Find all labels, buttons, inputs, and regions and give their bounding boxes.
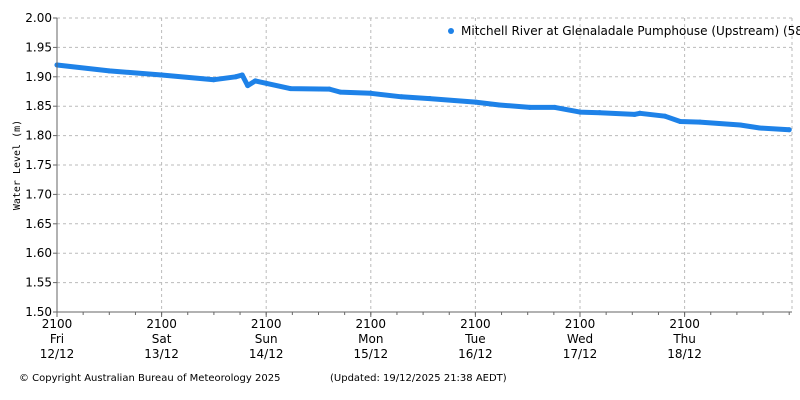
x-tick-label: 2100 (356, 317, 387, 331)
data-point (527, 104, 533, 110)
x-tick-label: Thu (672, 332, 696, 346)
y-tick-label: 1.90 (25, 70, 52, 84)
data-point (786, 127, 792, 133)
data-point (757, 125, 763, 131)
x-tick-label: 18/12 (667, 347, 702, 361)
data-point (472, 99, 478, 105)
x-tick-label: 12/12 (40, 347, 75, 361)
x-tick-label: 17/12 (563, 347, 598, 361)
data-point (287, 86, 293, 92)
y-tick-label: 1.55 (25, 276, 52, 290)
y-tick-label: 1.70 (25, 187, 52, 201)
x-tick-label: 2100 (460, 317, 491, 331)
data-point (697, 119, 703, 125)
data-point (677, 118, 683, 124)
data-point (239, 72, 245, 78)
x-tick-label: 2100 (565, 317, 596, 331)
copyright-text: © Copyright Australian Bureau of Meteoro… (19, 373, 281, 384)
data-point (577, 109, 583, 115)
data-point (398, 94, 404, 100)
series-mitchell-river (54, 62, 792, 133)
updated-text: (Updated: 19/12/2025 21:38 AEDT) (330, 373, 507, 384)
x-tick-label: Sat (152, 332, 172, 346)
x-tick-label: 13/12 (144, 347, 179, 361)
legend-marker (448, 28, 454, 34)
data-point (252, 78, 258, 84)
legend-label: Mitchell River at Glenaladale Pumphouse … (461, 24, 800, 38)
data-point (326, 86, 332, 92)
legend: Mitchell River at Glenaladale Pumphouse … (448, 24, 800, 38)
data-point (368, 90, 374, 96)
x-tick-label: 2100 (146, 317, 177, 331)
data-point (662, 113, 668, 119)
data-point (337, 89, 343, 95)
data-point (552, 104, 558, 110)
x-tick-label: 15/12 (354, 347, 389, 361)
data-point (159, 72, 165, 78)
x-tick-label: 14/12 (249, 347, 284, 361)
x-tick-label: Sun (255, 332, 278, 346)
y-tick-label: 1.50 (25, 305, 52, 319)
x-tick-label: 2100 (669, 317, 700, 331)
data-point (245, 83, 251, 89)
data-point (631, 111, 637, 117)
x-tick-label: Fri (50, 332, 64, 346)
x-tick-label: Tue (464, 332, 486, 346)
data-point (637, 110, 643, 116)
data-point (597, 110, 603, 116)
data-point (211, 77, 217, 83)
y-tick-label: 1.65 (25, 217, 52, 231)
data-point (737, 122, 743, 128)
axes: 1.50 1.55 1.60 1.65 1.70 1.75 1.80 1.85 1.90 1.95… (25, 11, 792, 361)
data-point (233, 74, 239, 80)
y-tick-label: 2.00 (25, 11, 52, 25)
data-point (263, 80, 269, 86)
y-tick-label: 1.80 (25, 129, 52, 143)
x-tick-label: 2100 (42, 317, 73, 331)
data-point (106, 68, 112, 74)
y-axis-label: Water Level (m) (12, 120, 23, 210)
y-tick-label: 1.95 (25, 40, 52, 54)
x-tick-label: Wed (567, 332, 593, 346)
grid (57, 17, 793, 312)
data-point (427, 96, 433, 102)
y-tick-label: 1.85 (25, 99, 52, 113)
y-tick-label: 1.75 (25, 158, 52, 172)
data-point (496, 102, 502, 108)
x-tick-label: 2100 (251, 317, 282, 331)
y-tick-label: 1.60 (25, 246, 52, 260)
x-tick-label: 16/12 (458, 347, 493, 361)
x-tick-label: Mon (358, 332, 383, 346)
